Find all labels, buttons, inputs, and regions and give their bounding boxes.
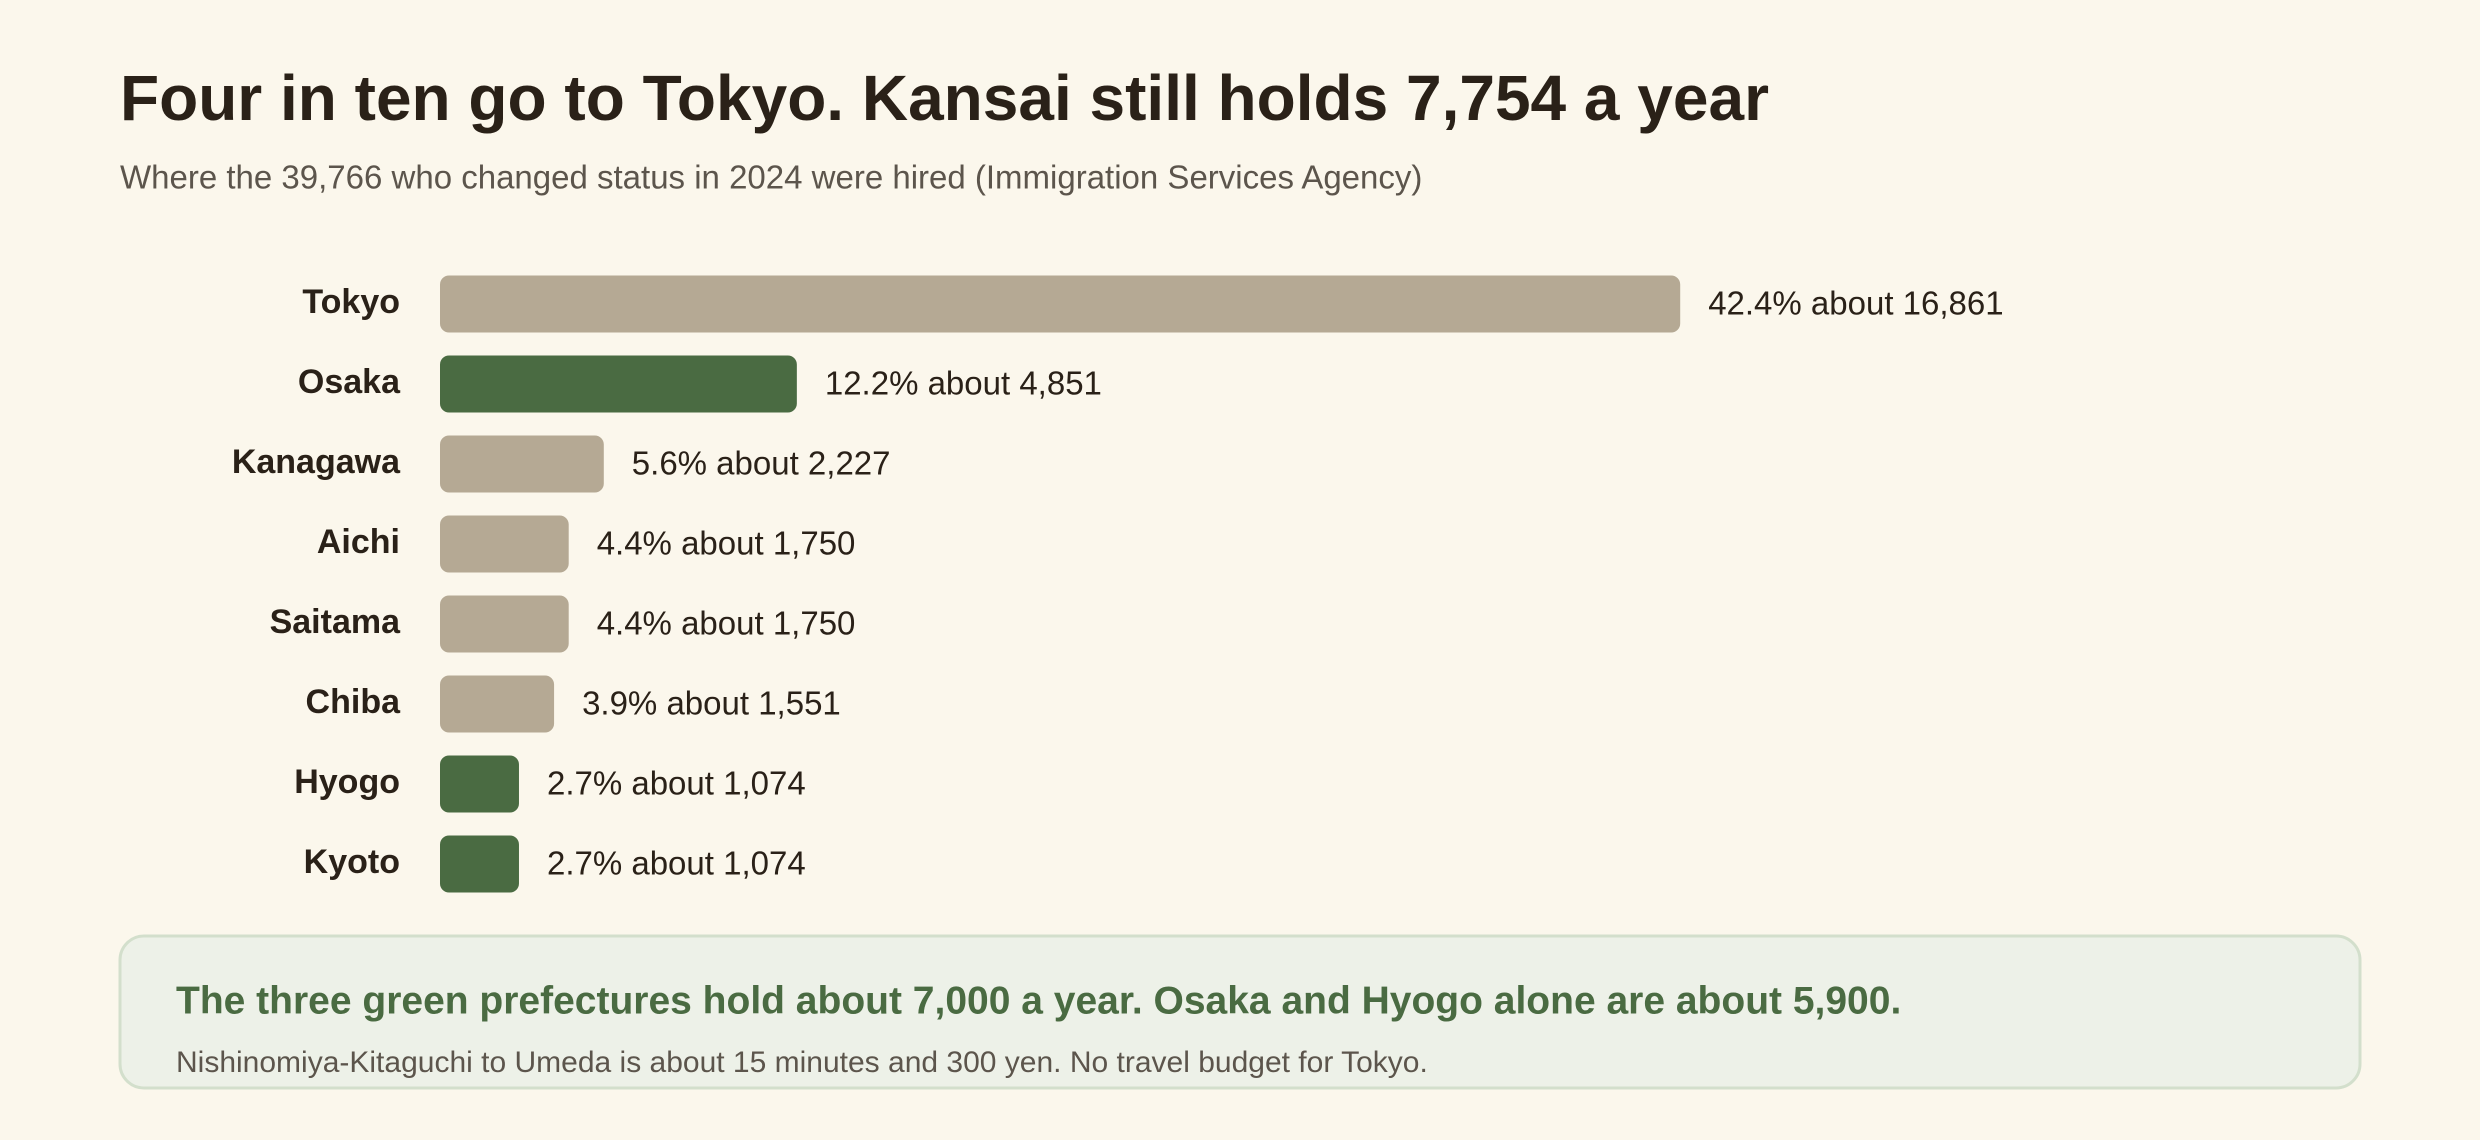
value-label: 5.6% about 2,227 xyxy=(632,445,891,482)
bar xyxy=(440,435,604,493)
bar xyxy=(440,515,569,573)
category-label: Hyogo xyxy=(294,763,400,801)
bar xyxy=(440,835,519,893)
value-label: 12.2% about 4,851 xyxy=(825,365,1102,402)
category-label: Osaka xyxy=(298,363,401,401)
chart-subtitle: Where the 39,766 who changed status in 2… xyxy=(120,159,1422,196)
category-label: Saitama xyxy=(270,603,401,641)
value-label: 2.7% about 1,074 xyxy=(547,845,806,882)
bar xyxy=(440,275,1681,333)
value-label: 3.9% about 1,551 xyxy=(582,685,841,722)
callout-note: Nishinomiya-Kitaguchi to Umeda is about … xyxy=(176,1046,1428,1079)
category-label: Tokyo xyxy=(302,283,400,321)
value-label: 4.4% about 1,750 xyxy=(597,605,856,642)
bar xyxy=(440,595,569,653)
category-label: Kyoto xyxy=(304,843,400,881)
category-label: Kanagawa xyxy=(232,443,401,481)
chart-title: Four in ten go to Tokyo. Kansai still ho… xyxy=(120,62,1769,134)
value-label: 4.4% about 1,750 xyxy=(597,525,856,562)
bar xyxy=(440,675,555,733)
category-label: Chiba xyxy=(306,683,402,721)
bar xyxy=(440,355,797,413)
value-label: 2.7% about 1,074 xyxy=(547,765,806,802)
callout-box xyxy=(118,934,2362,1090)
category-label: Aichi xyxy=(317,523,400,561)
callout-heading: The three green prefectures hold about 7… xyxy=(176,979,1901,1022)
value-label: 42.4% about 16,861 xyxy=(1708,285,2003,322)
bar xyxy=(440,755,519,813)
